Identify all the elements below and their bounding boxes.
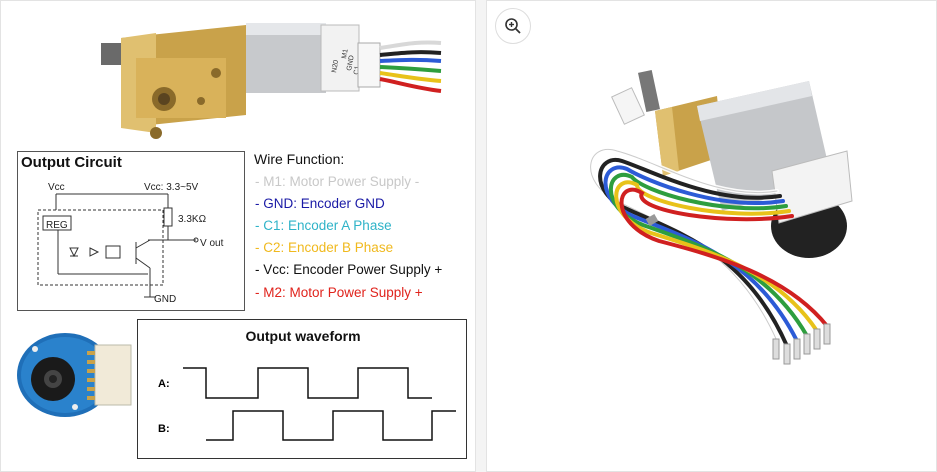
motor-label-n20: N20	[331, 59, 340, 73]
waveform-b-signal	[206, 410, 456, 441]
circuit-vcc-range: Vcc: 3.3~5V	[144, 182, 199, 193]
wire-item-gnd: - GND: Encoder GND	[255, 196, 385, 211]
product-details-panel: N20 M1 GND C1 C2 VCC M2 Output Circuit V…	[0, 0, 476, 472]
wire-item-vcc: - Vcc: Encoder Power Supply +	[255, 262, 443, 277]
waveform-label-b: B:	[158, 423, 170, 435]
motor-gearbox-image: N20 M1 GND C1 C2 VCC M2	[101, 23, 442, 139]
motor-label-c1: C1	[353, 65, 361, 75]
zoom-button[interactable]	[495, 8, 531, 44]
circuit-reg-label: REG	[46, 220, 68, 231]
motor-label-m1: M1	[341, 48, 350, 59]
circuit-gnd-label: GND	[154, 294, 177, 305]
wire-item-c1: - C1: Encoder A Phase	[255, 218, 392, 233]
motor-product-photo	[588, 69, 853, 365]
wire-item-c2: - C2: Encoder B Phase	[255, 240, 394, 255]
wire-item-m2: - M2: Motor Power Supply +	[255, 285, 423, 300]
waveform-signals	[183, 367, 456, 441]
wire-item-m1: - M1: Motor Power Supply -	[255, 174, 420, 189]
waveform-label-a: A:	[158, 378, 170, 390]
output-waveform-diagram: Output waveform A: B:	[137, 319, 467, 459]
waveform-a-signal	[183, 367, 432, 399]
wire-function-title: Wire Function:	[254, 151, 345, 167]
zoom-in-icon	[505, 18, 521, 34]
product-photo-panel	[486, 0, 937, 472]
circuit-vcc-label: Vcc	[48, 182, 65, 193]
circuit-resistor-label: 3.3KΩ	[178, 214, 207, 225]
circuit-vout-label: V out	[200, 238, 224, 249]
circuit-title: Output Circuit	[21, 154, 122, 171]
output-circuit-diagram: Output Circuit Vcc Vcc: 3.3~5V REG 3.3KΩ…	[17, 151, 245, 311]
encoder-board-image	[17, 333, 132, 417]
waveform-title: Output waveform	[245, 328, 361, 344]
circuit-schematic	[37, 193, 199, 298]
motor-label-gnd: GND	[346, 55, 356, 72]
